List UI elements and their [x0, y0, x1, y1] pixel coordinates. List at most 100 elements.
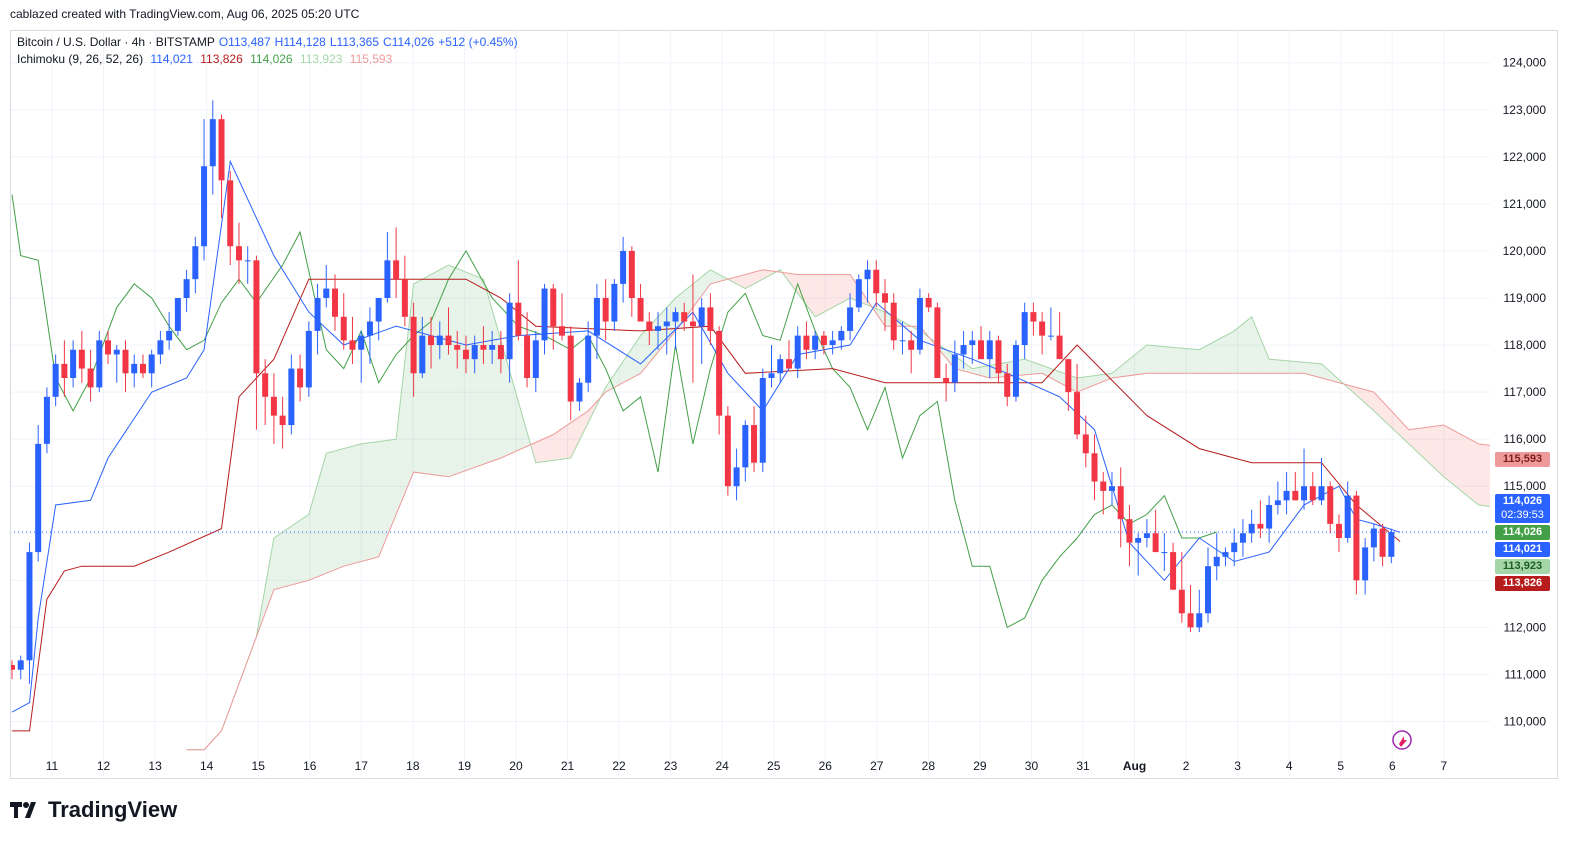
candle-body	[454, 345, 461, 350]
candle-body	[585, 335, 592, 383]
candle-body	[332, 288, 339, 317]
candle-body	[1082, 434, 1089, 454]
cloud-segment	[1055, 370, 1060, 383]
x-tick-label: 12	[97, 759, 111, 773]
cloud-segment	[1059, 371, 1064, 386]
candle-body	[288, 368, 295, 426]
base-value: 113,826	[200, 52, 243, 66]
candle-body	[829, 340, 836, 346]
x-tick-label: 22	[612, 759, 626, 773]
candle-body	[61, 363, 68, 378]
candle-body	[628, 250, 635, 298]
cloud-segment	[1037, 363, 1043, 374]
cloud-segment	[492, 309, 497, 462]
candle-body	[724, 415, 731, 487]
x-tick-label: 21	[561, 759, 575, 773]
candle-body	[1004, 373, 1011, 397]
candle-body	[393, 260, 400, 280]
candle-body	[113, 349, 120, 355]
candle-body	[873, 269, 880, 294]
candle-body	[183, 279, 190, 298]
cloud-segment	[1094, 375, 1099, 386]
cloud-segment	[1199, 347, 1204, 374]
candle-body	[681, 312, 688, 322]
plot-area[interactable]	[9, 31, 1514, 777]
cloud-segment	[1155, 345, 1160, 374]
x-tick-label: 27	[870, 759, 884, 773]
candle-body	[262, 373, 269, 397]
candle-body	[270, 396, 277, 416]
cloud-segment	[282, 529, 287, 588]
candle-body	[707, 307, 714, 331]
candle-body	[524, 335, 531, 378]
candle-body	[139, 363, 146, 374]
replay-icon	[1392, 730, 1412, 750]
cloud-segment	[1024, 359, 1030, 375]
cloud-segment	[548, 434, 554, 461]
symbol-title[interactable]: Bitcoin / U.S. Dollar · 4h · BITSTAMP	[17, 35, 215, 49]
candle-body	[934, 307, 941, 378]
candle-body	[436, 335, 443, 346]
cloud-segment	[387, 439, 392, 536]
cloud-segment	[483, 279, 488, 465]
cloud-segment	[465, 272, 471, 471]
cloud-segment	[1426, 426, 1431, 465]
cloud-segment	[1085, 376, 1091, 389]
span-a-value: 113,923	[299, 52, 343, 66]
lagging-value: 114,026	[250, 52, 293, 66]
cloud-segment	[1138, 348, 1143, 375]
candle-body	[375, 297, 382, 322]
candle-body	[209, 119, 216, 167]
cloud-segment	[505, 355, 510, 457]
cloud-segment	[1269, 359, 1274, 374]
candle-body	[1283, 490, 1290, 501]
cloud-segment	[1242, 320, 1248, 374]
cloud-segment	[1225, 333, 1230, 374]
cloud-segment	[1247, 316, 1252, 374]
candle-body	[157, 340, 164, 355]
cloud-segment	[1177, 347, 1182, 374]
cloud-segment	[740, 274, 746, 289]
cloud-segment	[535, 440, 541, 463]
high-label: H	[274, 35, 284, 49]
cloud-segment	[487, 294, 493, 463]
cloud-segment	[1238, 323, 1243, 374]
footer-brand[interactable]: TradingView	[10, 797, 177, 823]
candle-body	[428, 335, 435, 346]
cloud-segment	[570, 419, 576, 458]
cloud-segment	[985, 365, 990, 378]
candle-body	[480, 345, 487, 350]
cloud-segment	[1413, 428, 1418, 453]
x-tick-label: 17	[355, 759, 369, 773]
cloud-segment	[714, 272, 720, 283]
candle-body	[192, 246, 199, 280]
indicator-legend: Ichimoku (9, 26, 52, 26) 114,021 113,826…	[17, 52, 396, 66]
candle-body	[558, 326, 565, 336]
cloud-segment	[605, 380, 611, 393]
x-tick-label: 7	[1441, 759, 1448, 773]
cloud-segment	[417, 279, 423, 474]
y-tick-label: 115,000	[1504, 479, 1547, 493]
candle-body	[174, 297, 181, 331]
candle-body	[1030, 312, 1037, 322]
candle-body	[995, 340, 1002, 374]
candle-body	[96, 340, 103, 388]
x-tick-label: 16	[303, 759, 317, 773]
candle-body	[253, 260, 260, 374]
candle-body	[986, 340, 993, 360]
cloud-segment	[1456, 432, 1462, 491]
cloud-segment	[269, 537, 274, 602]
chart-frame[interactable]	[10, 30, 1558, 779]
x-tick-label: 18	[406, 759, 420, 773]
x-tick-label: 29	[973, 759, 987, 773]
candle-body	[759, 377, 766, 463]
candle-body	[838, 330, 845, 341]
cloud-segment	[1408, 429, 1414, 448]
cloud-segment	[1077, 377, 1082, 393]
x-tick-label: 28	[922, 759, 936, 773]
indicator-title[interactable]: Ichimoku (9, 26, 52, 26)	[17, 52, 144, 66]
cloud-segment	[479, 277, 484, 466]
candle-body	[916, 297, 923, 350]
cloud-segment	[265, 562, 270, 614]
